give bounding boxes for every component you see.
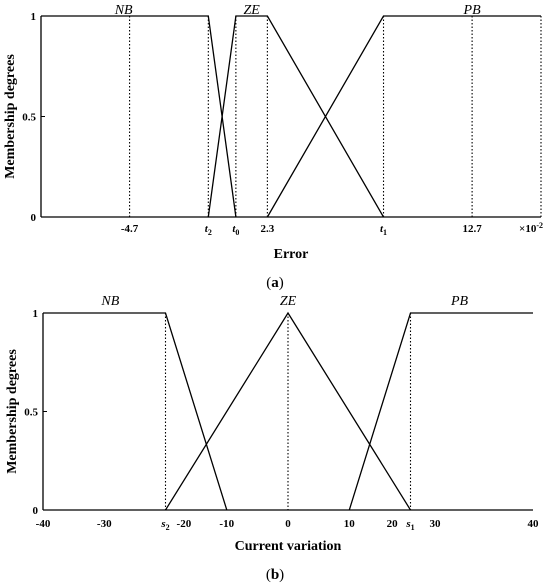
chart-a-x-tick-label: t0: [232, 223, 239, 237]
chart-b-x-axis-label: Current variation: [235, 539, 342, 554]
chart-a-series-label-pb: PB: [463, 3, 482, 18]
chart-a-y-tick-label: 0: [31, 212, 37, 224]
chart-b-series-pb: [348, 312, 533, 511]
chart-a-series-nb: [41, 15, 237, 218]
chart-b-x-tick-label: 0: [285, 518, 291, 530]
chart-a-x-tick-label: t1: [380, 223, 387, 237]
chart-b-x-tick-label: -30: [97, 518, 112, 530]
chart-b-x-tick-label: -20: [177, 518, 192, 530]
chart-a-x-tick-label: -4.7: [121, 223, 139, 235]
chart-a-y-tick-label: 0.5: [22, 112, 36, 124]
chart-a-y-tick-label: 1: [31, 11, 37, 23]
chart-a-y-axis-label: Membership degrees: [3, 54, 18, 179]
chart-a-caption: (a): [266, 275, 284, 291]
chart-a-x-tick-label: t2: [205, 223, 212, 237]
chart-b-x-tick-label: s2: [160, 518, 169, 532]
chart-b-x-tick-label: 30: [430, 518, 442, 530]
chart-a-x-tick-label: 12.7: [462, 223, 482, 235]
chart-b-y-tick-label: 0: [33, 505, 39, 517]
chart-a-series-pb: [266, 15, 541, 218]
chart-a-series-label-nb: NB: [114, 3, 133, 18]
chart-a-series-label-ze: ZE: [243, 3, 260, 18]
chart-b-y-tick-label: 0.5: [24, 407, 38, 419]
chart-b-x-tick-label: -10: [219, 518, 234, 530]
chart-b-x-tick-label: 20: [387, 518, 399, 530]
chart-b-x-tick-label: 40: [528, 518, 540, 530]
chart-b-x-tick-label: -40: [36, 518, 51, 530]
chart-b-series-label-nb: NB: [100, 294, 119, 309]
chart-b-caption: (b): [266, 567, 284, 583]
chart-a: 0 0.5 1 -4.7 t2 t0 2.3 t1 12.7 ×10-2 NB ZE PB Error Me…: [3, 3, 543, 291]
chart-b-series-nb: [43, 312, 228, 511]
chart-a-x-unit: ×10-2: [519, 221, 543, 235]
chart-b-y-tick-label: 1: [33, 308, 39, 320]
chart-b-x-tick-label: 10: [344, 518, 356, 530]
chart-b-y-axis-label: Membership degrees: [5, 349, 20, 474]
chart-b-series-label-ze: ZE: [280, 294, 297, 309]
chart-a-x-axis-label: Error: [274, 247, 309, 262]
chart-a-series-ze: [207, 15, 385, 218]
chart-b: 0 0.5 1 -40 -30 s2 -20 -10 0 10 20 s1 30 40 NB ZE PB Curr…: [5, 294, 539, 583]
chart-b-x-tick-label: s1: [405, 518, 414, 532]
chart-b-series-label-pb: PB: [450, 294, 469, 309]
chart-a-x-tick-label: 2.3: [261, 223, 275, 235]
